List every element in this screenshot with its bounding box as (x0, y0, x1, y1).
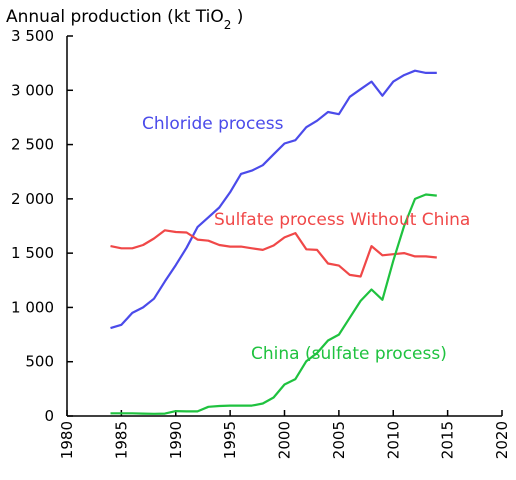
y-tick-label: 2 000 (11, 190, 54, 208)
series-line-china-sulfate-process (110, 193, 437, 415)
y-tick-label: 3 500 (11, 27, 54, 45)
x-tick-label: 1995 (221, 421, 239, 459)
y-tick-label: 0 (44, 407, 54, 425)
series-lines (110, 69, 437, 415)
x-tick-label: 2020 (493, 421, 511, 459)
y-tick-label: 3 000 (11, 81, 54, 99)
series-label-sulfate-process-without-china: Sulfate process Without China (214, 210, 470, 230)
x-tick-label: 1980 (58, 421, 76, 459)
y-tick-label: 500 (25, 353, 54, 371)
series-labels: Chloride process Sulfate process Without … (142, 114, 470, 364)
y-tick-label: 1 500 (11, 244, 54, 262)
x-tick-label: 2015 (439, 421, 457, 459)
x-tick-label: 1990 (167, 421, 185, 459)
x-tick-label: 2005 (330, 421, 348, 459)
y-tick-label: 1 000 (11, 298, 54, 316)
x-tick-label: 2010 (384, 421, 402, 459)
series-label-chloride-process: Chloride process (142, 114, 284, 134)
y-axis-ticks: 0 500 1 000 1 500 2 000 2 500 3 000 3 500 (11, 27, 73, 425)
x-tick-label: 2000 (276, 421, 294, 459)
series-line-chloride-process (110, 69, 437, 330)
x-tick-label: 1985 (112, 421, 130, 459)
y-tick-label: 2 500 (11, 136, 54, 154)
y-axis-label: Annual production (kt TiO2 ) (6, 7, 243, 32)
series-label-china-sulfate-process: China (sulfate process) (251, 344, 447, 364)
x-axis-ticks: 1980 1985 1990 1995 2000 2005 2010 2015 2020 (58, 410, 511, 459)
series-line-sulfate-process-without-china (110, 229, 437, 278)
